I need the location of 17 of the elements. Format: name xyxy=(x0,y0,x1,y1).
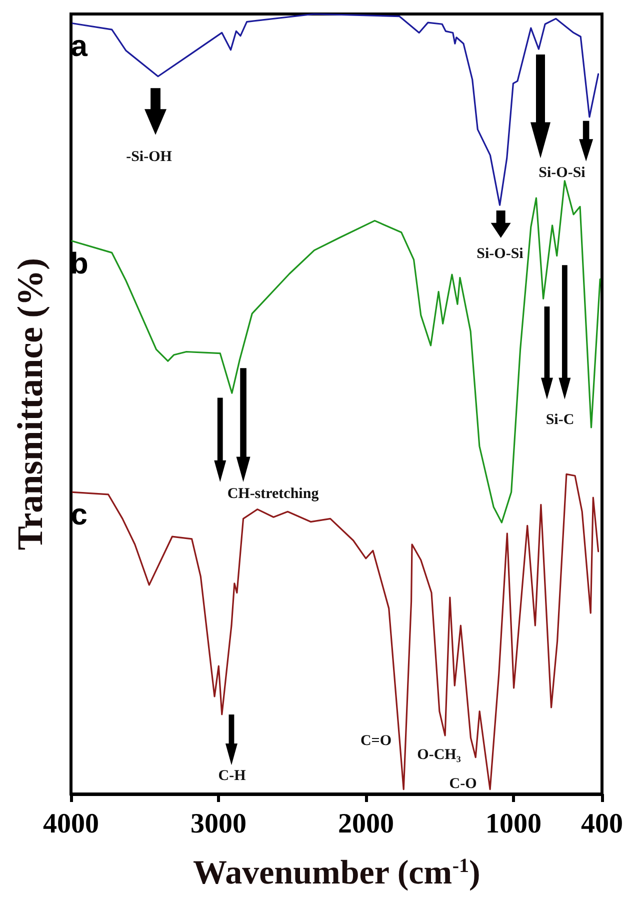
y-axis-title: Transmittance (%) xyxy=(10,258,50,550)
x-tick-label: 400 xyxy=(581,808,623,840)
x-tick-label: 2000 xyxy=(338,808,394,840)
annotation: C-H xyxy=(218,768,246,784)
x-tick-label: 1000 xyxy=(486,808,542,840)
series-label: a xyxy=(70,30,88,63)
series-label: c xyxy=(70,498,88,532)
annotation: C=O xyxy=(360,733,392,749)
annotation: Si-O-Si xyxy=(538,165,586,181)
annotation: -Si-OH xyxy=(126,149,172,165)
annotation: O-CH₃ xyxy=(417,747,462,763)
annotation: CH-stretching xyxy=(227,486,320,502)
x-tick-label: 4000 xyxy=(43,808,99,840)
annotation: Si-C xyxy=(546,412,574,428)
x-tick-label: 3000 xyxy=(190,808,246,840)
annotation: C-O xyxy=(449,776,477,792)
annotation: Si-O-Si xyxy=(476,246,524,262)
